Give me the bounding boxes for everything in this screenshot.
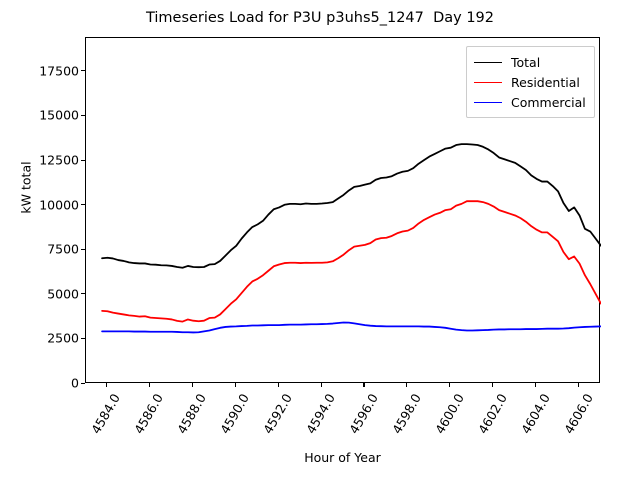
x-tick-label: 4594.0 xyxy=(303,391,339,437)
x-tick-label: 4604.0 xyxy=(517,391,553,437)
x-tick-mark xyxy=(578,383,580,387)
x-tick-label: 4606.0 xyxy=(560,391,596,437)
x-tick-mark xyxy=(320,383,322,387)
series-line-total xyxy=(101,143,601,269)
y-tick-mark xyxy=(81,337,85,339)
y-tick-label: 10000 xyxy=(39,197,79,213)
x-tick-mark xyxy=(492,383,494,387)
legend-label: Residential xyxy=(511,74,580,90)
x-tick-label: 4596.0 xyxy=(346,391,381,437)
y-tick-mark xyxy=(81,293,85,295)
x-tick-label: 4588.0 xyxy=(174,391,210,437)
legend-label: Total xyxy=(511,54,541,70)
y-tick-label: 17500 xyxy=(39,63,79,79)
x-tick-label: 4586.0 xyxy=(131,391,167,437)
y-tick-label: 2500 xyxy=(47,330,79,346)
x-tick-mark xyxy=(406,383,408,387)
x-tick-mark xyxy=(234,383,236,387)
legend-item-commercial[interactable]: Commercial xyxy=(474,92,586,112)
y-tick-label: 0 xyxy=(71,375,79,391)
y-tick-mark xyxy=(81,248,85,250)
y-tick-label: 12500 xyxy=(39,152,79,168)
chart-title: Timeseries Load for P3U p3uhs5_1247 Day … xyxy=(145,10,495,26)
x-tick-label: 4590.0 xyxy=(217,391,253,437)
y-tick-label: 15000 xyxy=(39,107,79,123)
x-tick-mark xyxy=(277,383,279,387)
legend-swatch-total xyxy=(474,61,502,63)
y-tick-label: 5000 xyxy=(47,286,79,302)
x-tick-label: 4598.0 xyxy=(389,391,424,437)
x-tick-mark xyxy=(148,383,150,387)
x-axis-title: Hour of Year xyxy=(304,450,381,465)
x-tick-mark xyxy=(105,383,108,387)
legend-item-total[interactable]: Total xyxy=(474,52,586,72)
series-lines xyxy=(101,143,601,334)
y-tick-mark xyxy=(81,204,85,206)
x-tick-mark xyxy=(191,383,193,387)
legend-label: Commercial xyxy=(511,94,586,110)
x-tick-label: 4592.0 xyxy=(260,391,296,437)
x-tick-label: 4602.0 xyxy=(474,391,510,437)
y-tick-mark xyxy=(81,159,85,161)
legend-swatch-commercial xyxy=(474,101,502,103)
x-tick-mark xyxy=(535,383,537,387)
x-tick-label: 4600.0 xyxy=(431,391,467,437)
y-tick-label: 7500 xyxy=(47,241,79,257)
y-tick-mark xyxy=(81,70,85,72)
legend-item-residential[interactable]: Residential xyxy=(474,72,586,92)
y-axis-title: kW total xyxy=(18,161,34,214)
legend-swatch-residential xyxy=(474,81,502,83)
y-tick-mark xyxy=(81,382,85,384)
x-tick-mark xyxy=(363,383,365,387)
x-tick-label: 4584.0 xyxy=(88,391,124,437)
y-axis-tick-labels: 0 2500 5000 7500 10000 12500 15000 17500 xyxy=(0,0,79,480)
legend: Total Residential Commercial xyxy=(466,46,595,118)
x-tick-mark xyxy=(449,383,451,387)
y-tick-mark xyxy=(81,114,85,117)
series-line-residential xyxy=(101,200,601,323)
series-line-commercial xyxy=(101,321,601,334)
